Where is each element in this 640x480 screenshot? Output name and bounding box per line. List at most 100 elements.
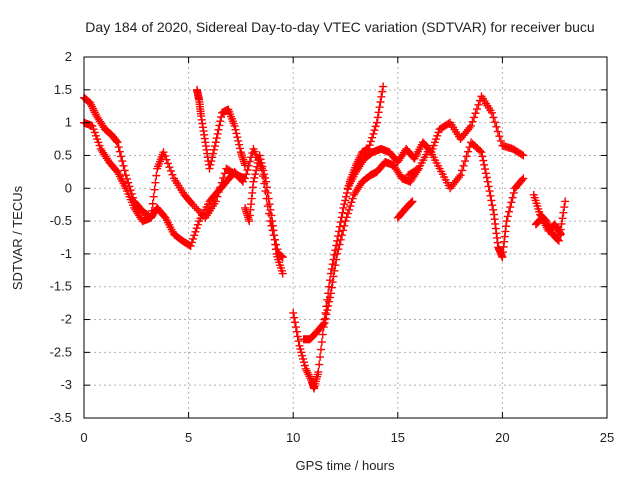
data-point [197, 210, 206, 219]
data-point [376, 98, 385, 107]
data-point [504, 207, 513, 216]
data-point [495, 132, 504, 141]
data-point [482, 173, 491, 182]
data-point [489, 205, 498, 214]
axis-ticks [83, 56, 608, 419]
data-point [89, 106, 98, 115]
y-tick-label: -2.5 [50, 344, 72, 359]
data-point [406, 199, 415, 208]
data-point [212, 134, 221, 143]
data-point [557, 219, 566, 228]
data-point [487, 196, 496, 205]
data-point [149, 192, 158, 201]
data-point [208, 153, 217, 162]
data-point [260, 170, 269, 179]
data-point [488, 201, 497, 210]
data-point [493, 127, 502, 136]
data-point [194, 206, 203, 215]
data-point [519, 151, 528, 160]
data-point [320, 318, 329, 327]
data-point [541, 221, 550, 230]
data-point [213, 129, 222, 138]
data-point [472, 105, 481, 114]
data-point [266, 205, 275, 214]
data-point [163, 159, 172, 168]
data-point [377, 92, 386, 101]
data-point [211, 138, 220, 147]
data-point [148, 199, 157, 208]
data-point [340, 221, 349, 230]
data-point [365, 141, 374, 150]
data-point [187, 238, 196, 247]
series-track-4 [241, 151, 287, 278]
data-point [334, 245, 343, 254]
data-point [302, 366, 311, 375]
data-point [328, 278, 337, 287]
data-point [331, 261, 340, 270]
data-point [210, 142, 219, 151]
data-point [371, 122, 380, 131]
data-point [166, 166, 175, 175]
data-point [323, 306, 332, 315]
data-point [114, 143, 123, 152]
data-point [324, 301, 333, 310]
data-point [517, 150, 526, 159]
x-tick-label: 15 [391, 430, 405, 445]
data-point [259, 166, 268, 175]
data-point [88, 102, 97, 111]
data-point [326, 289, 335, 298]
data-point [539, 217, 548, 226]
series-track-10 [529, 190, 570, 245]
data-point [461, 157, 470, 166]
data-point [251, 170, 260, 179]
data-point [481, 169, 490, 178]
data-point [366, 137, 375, 146]
data-point [556, 230, 565, 239]
data-point [470, 113, 479, 122]
data-point [214, 125, 223, 134]
data-point [556, 228, 565, 237]
data-point [209, 149, 218, 158]
data-point [189, 234, 198, 243]
data-point [165, 163, 174, 172]
series-track-9 [404, 138, 528, 262]
data-point [162, 155, 171, 164]
data-point [374, 108, 383, 117]
data-point [559, 208, 568, 217]
series-track-7 [343, 92, 528, 193]
data-point [241, 174, 250, 183]
y-tick-label: -3 [60, 377, 72, 392]
data-point [255, 151, 264, 160]
data-point [262, 183, 271, 192]
data-point [193, 220, 202, 229]
data-point [370, 126, 379, 135]
data-point [335, 240, 344, 249]
data-point [468, 117, 477, 126]
data-point [480, 160, 489, 169]
data-point [304, 370, 313, 379]
data-point [303, 368, 312, 377]
data-point [327, 283, 336, 292]
x-tick-label: 5 [185, 430, 192, 445]
data-point [250, 173, 259, 182]
data-point [219, 173, 228, 182]
data-point [477, 148, 486, 157]
data-point [257, 158, 266, 167]
data-point [506, 203, 515, 212]
data-point [558, 214, 567, 223]
data-point [235, 140, 244, 149]
data-point [192, 224, 201, 233]
data-point [483, 177, 492, 186]
data-point [519, 174, 528, 183]
data-point [459, 161, 468, 170]
data-point [321, 314, 330, 323]
y-tick-labels: 2 1.5 1 0.5 0 -0.5 -1 -1.5 -2 -2.5 -3 -3.5 [50, 49, 72, 425]
data-point [330, 266, 339, 275]
data-point [86, 98, 95, 107]
data-point [553, 235, 562, 244]
chart-title: Day 184 of 2020, Sidereal Day-to-day VTE… [85, 19, 594, 35]
data-point [87, 100, 96, 109]
data-points [80, 82, 570, 393]
data-point [261, 173, 270, 182]
data-point [231, 125, 240, 134]
